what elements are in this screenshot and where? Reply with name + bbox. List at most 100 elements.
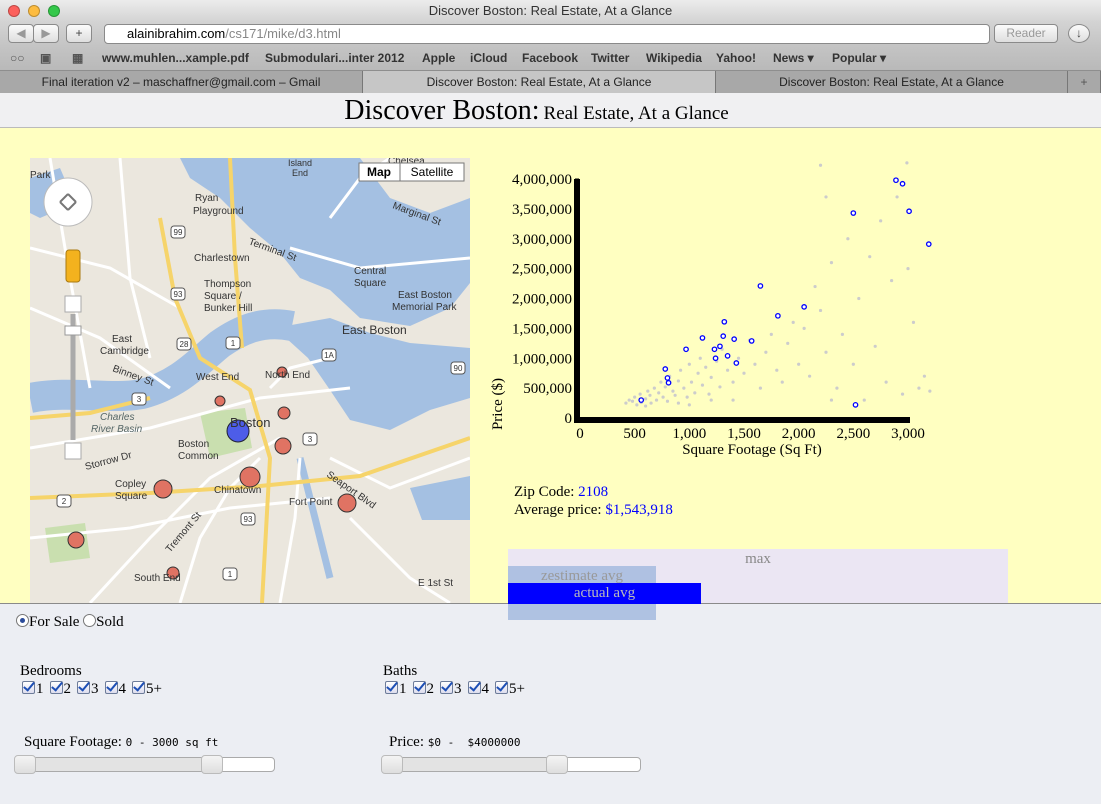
- map-marker[interactable]: [274, 437, 292, 455]
- address-bar[interactable]: alainibrahim.com/cs171/mike/d3.html: [104, 24, 990, 44]
- checkbox[interactable]: [495, 681, 508, 694]
- checkbox-option[interactable]: 1: [22, 681, 44, 698]
- checkbox-label: 2: [426, 681, 435, 697]
- map-label: Central: [354, 266, 386, 277]
- map-marker[interactable]: [276, 366, 288, 378]
- top-sites-icon[interactable]: ▦: [72, 51, 84, 65]
- checkbox-option[interactable]: 2: [412, 681, 435, 698]
- url-host: alainibrahim.com: [127, 26, 226, 41]
- radio[interactable]: [83, 614, 97, 627]
- map-label: Square: [354, 278, 387, 289]
- bookmarks-icon[interactable]: ▣: [40, 51, 52, 65]
- map-river: [30, 309, 295, 413]
- slider-handle[interactable]: [381, 755, 403, 774]
- tab[interactable]: Discover Boston: Real Estate, At a Glanc…: [363, 71, 716, 93]
- slider-range: [392, 758, 557, 771]
- radio[interactable]: [16, 614, 29, 627]
- map-zoom-handle[interactable]: [64, 325, 82, 336]
- radio-label[interactable]: Sold: [96, 614, 124, 630]
- slider-handle[interactable]: [14, 755, 36, 774]
- checkbox[interactable]: [49, 681, 63, 694]
- reader-button[interactable]: Reader: [994, 24, 1058, 43]
- map-type-button[interactable]: [399, 162, 465, 182]
- route-shield: [302, 432, 318, 446]
- downloads-button[interactable]: ↓: [1068, 24, 1090, 43]
- map-marker[interactable]: [337, 493, 357, 513]
- route-shield: [170, 287, 186, 301]
- checkbox[interactable]: [467, 681, 481, 694]
- checkbox[interactable]: [104, 681, 118, 694]
- zoom-button[interactable]: [48, 5, 60, 17]
- route-shield-label: 2: [62, 497, 67, 506]
- map-marker[interactable]: [239, 466, 261, 488]
- map[interactable]: ParkIslandEndChelseaRyanPlaygroundMargin…: [30, 158, 470, 603]
- map-pegman[interactable]: [65, 249, 81, 283]
- route-shield-label: 93: [244, 515, 253, 524]
- checkbox-option[interactable]: 4: [467, 681, 489, 698]
- price-range: $0 - $4000000: [427, 736, 521, 749]
- checkbox-option[interactable]: 5+: [495, 681, 525, 698]
- map-label: Chinatown: [214, 485, 261, 496]
- route-shield: [450, 361, 466, 375]
- route-shield: [170, 225, 186, 239]
- map-label: River Basin: [91, 424, 143, 435]
- map-zoom-out[interactable]: [64, 442, 82, 460]
- map-type-label: Map: [367, 165, 391, 179]
- route-shield: [56, 494, 72, 508]
- minimize-button[interactable]: [28, 5, 40, 17]
- tab[interactable]: Discover Boston: Real Estate, At a Glanc…: [716, 71, 1068, 93]
- map-marker[interactable]: [277, 406, 291, 420]
- sqft-filter: Square Footage: 0 - 3000 sq ft: [24, 734, 218, 751]
- map-label: Square: [115, 491, 148, 502]
- bookmark[interactable]: Yahoo!: [716, 51, 757, 65]
- bookmark[interactable]: News ▾: [773, 51, 814, 65]
- tab[interactable]: Final iteration v2 – maschaffner@gmail.c…: [0, 71, 363, 93]
- checkbox-option[interactable]: 3: [77, 681, 99, 698]
- forward-button[interactable]: ▶: [33, 24, 59, 43]
- back-button[interactable]: ◀: [8, 24, 34, 43]
- route-shield: [240, 512, 256, 526]
- map-marker[interactable]: [166, 566, 180, 580]
- checkbox[interactable]: [440, 681, 453, 694]
- checkbox[interactable]: [77, 681, 90, 694]
- radio-label[interactable]: For Sale: [29, 614, 80, 630]
- new-tab-button[interactable]: +: [1068, 71, 1101, 93]
- map-zoom-in[interactable]: [64, 295, 82, 313]
- slider-handle[interactable]: [201, 755, 223, 774]
- checkbox-option[interactable]: 4: [104, 681, 126, 698]
- close-button[interactable]: [8, 5, 20, 17]
- window-title: Discover Boston: Real Estate, At a Glanc…: [428, 3, 673, 18]
- checkbox-option[interactable]: 3: [440, 681, 462, 698]
- checkbox[interactable]: [22, 681, 35, 694]
- bookmarks-bar: ○○ ▣ ▦ www.muhlen...xample.pdf Submodula…: [0, 46, 1101, 71]
- bedrooms-options: 1 2 3 4 5+: [22, 681, 168, 698]
- map-label: Boston: [178, 439, 209, 450]
- map-label: Boston: [230, 415, 270, 430]
- checkbox[interactable]: [132, 681, 145, 694]
- checkbox[interactable]: [385, 681, 398, 694]
- slider-handle[interactable]: [546, 755, 568, 774]
- reading-list-icon[interactable]: ○○: [10, 51, 25, 65]
- bookmark[interactable]: Apple: [422, 51, 456, 65]
- bookmark[interactable]: Popular ▾: [832, 51, 887, 65]
- bookmark[interactable]: Submodulari...inter 2012: [265, 51, 405, 65]
- checkbox-option[interactable]: 2: [49, 681, 72, 698]
- checkbox-option[interactable]: 5+: [132, 681, 162, 698]
- map-channel: [296, 457, 334, 579]
- map-marker[interactable]: [67, 531, 85, 549]
- bookmark[interactable]: iCloud: [470, 51, 508, 65]
- checkbox[interactable]: [412, 681, 426, 694]
- map-marker[interactable]: [214, 395, 226, 407]
- checkbox-label: 2: [63, 681, 72, 697]
- bookmark[interactable]: Wikipedia: [646, 51, 702, 65]
- map-marker-selected[interactable]: [226, 419, 250, 443]
- map-pan-control[interactable]: [43, 177, 93, 227]
- new-tab-button[interactable]: +: [66, 24, 92, 43]
- bookmark[interactable]: Twitter: [591, 51, 630, 65]
- bookmark[interactable]: www.muhlen...xample.pdf: [102, 51, 249, 65]
- route-shield: [321, 348, 337, 362]
- map-marker[interactable]: [153, 479, 173, 499]
- checkbox-option[interactable]: 1: [385, 681, 407, 698]
- bookmark[interactable]: Facebook: [522, 51, 579, 65]
